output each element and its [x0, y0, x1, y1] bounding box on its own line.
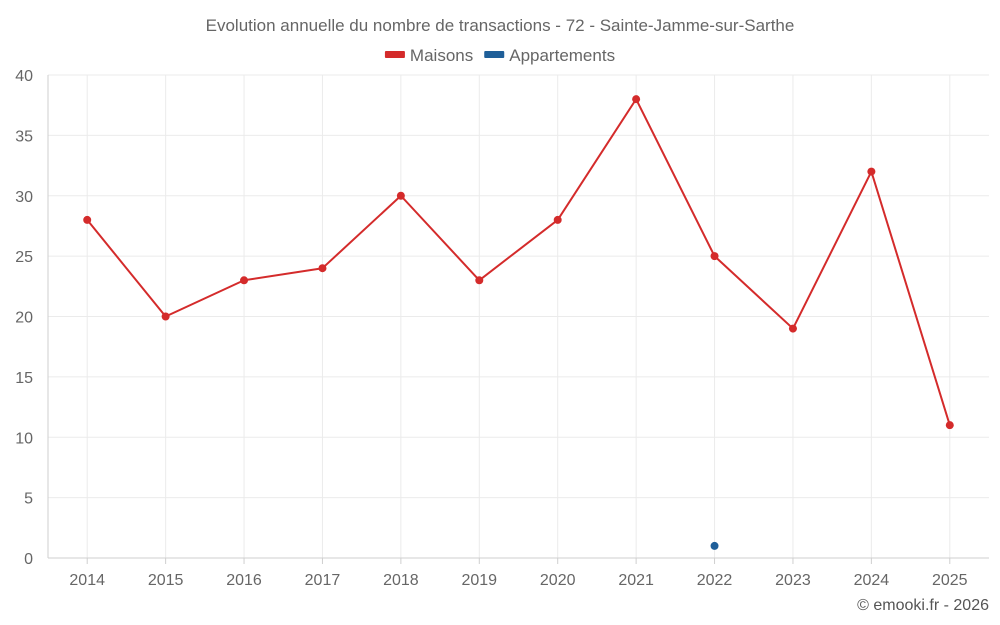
- x-tick-label: 2015: [148, 572, 184, 589]
- x-tick-label: 2017: [305, 572, 341, 589]
- legend-swatch-maisons: [384, 51, 405, 58]
- x-tick-label: 2014: [69, 572, 105, 589]
- x-tick-label: 2023: [775, 572, 811, 589]
- data-point-appartements-2022[interactable]: [710, 541, 719, 550]
- y-tick-label: 0: [24, 551, 33, 568]
- data-point-maisons-2021[interactable]: [632, 95, 641, 104]
- data-point-maisons-2020[interactable]: [553, 215, 562, 224]
- data-point-maisons-2016[interactable]: [240, 276, 249, 285]
- data-point-maisons-2025[interactable]: [945, 421, 954, 430]
- legend-label-appartements: Appartements: [509, 46, 615, 65]
- legend[interactable]: Maisons Appartements: [384, 46, 615, 65]
- credit-text: © emooki.fr - 2026: [857, 597, 989, 614]
- grid: [48, 74, 989, 558]
- y-tick-label: 30: [15, 189, 33, 206]
- legend-label-maisons: Maisons: [410, 46, 473, 65]
- x-tick-label: 2016: [226, 572, 262, 589]
- y-tick-label: 40: [15, 68, 33, 85]
- y-tick-label: 5: [24, 491, 33, 508]
- x-tick-label: 2020: [540, 572, 576, 589]
- x-tick-label: 2019: [461, 572, 497, 589]
- y-tick-label: 25: [15, 249, 33, 266]
- y-tick-label: 10: [15, 430, 33, 447]
- series[interactable]: [83, 95, 954, 550]
- data-point-maisons-2014[interactable]: [83, 215, 92, 224]
- x-tick-label: 2024: [854, 572, 890, 589]
- x-tick-label: 2025: [932, 572, 968, 589]
- data-point-maisons-2019[interactable]: [475, 276, 484, 285]
- x-tick-label: 2022: [697, 572, 733, 589]
- data-point-maisons-2022[interactable]: [710, 252, 719, 261]
- data-point-maisons-2017[interactable]: [318, 264, 327, 273]
- data-point-maisons-2024[interactable]: [867, 167, 876, 176]
- legend-item-appartements[interactable]: Appartements: [484, 46, 615, 65]
- data-point-maisons-2018[interactable]: [396, 191, 405, 200]
- data-point-maisons-2015[interactable]: [161, 312, 170, 321]
- legend-item-maisons[interactable]: Maisons: [384, 46, 473, 65]
- y-tick-label: 35: [15, 128, 33, 145]
- y-tick-label: 15: [15, 370, 33, 387]
- data-point-maisons-2023[interactable]: [788, 324, 797, 333]
- series-line-maisons[interactable]: [86, 98, 951, 426]
- y-tick-label: 20: [15, 310, 33, 327]
- legend-swatch-appartements: [484, 51, 505, 58]
- x-tick-label: 2018: [383, 572, 419, 589]
- x-tick-label: 2021: [618, 572, 654, 589]
- chart-title: Evolution annuelle du nombre de transact…: [206, 16, 795, 35]
